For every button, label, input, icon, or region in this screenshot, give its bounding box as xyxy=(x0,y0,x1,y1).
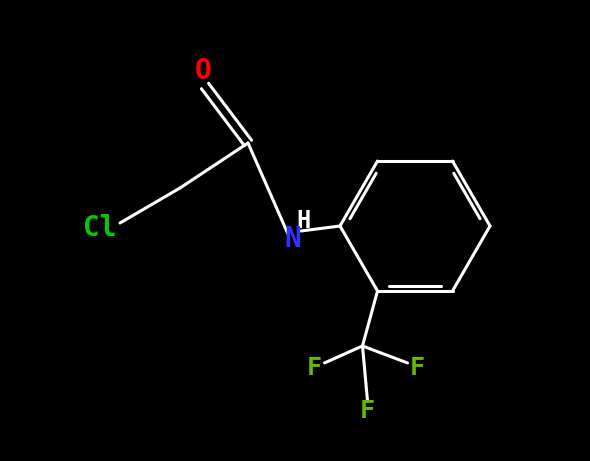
Text: F: F xyxy=(307,356,322,380)
Text: O: O xyxy=(195,57,211,85)
Text: H: H xyxy=(296,209,310,233)
Text: N: N xyxy=(284,225,301,253)
Text: Cl: Cl xyxy=(83,214,117,242)
Text: F: F xyxy=(410,356,425,380)
Text: F: F xyxy=(360,399,375,423)
